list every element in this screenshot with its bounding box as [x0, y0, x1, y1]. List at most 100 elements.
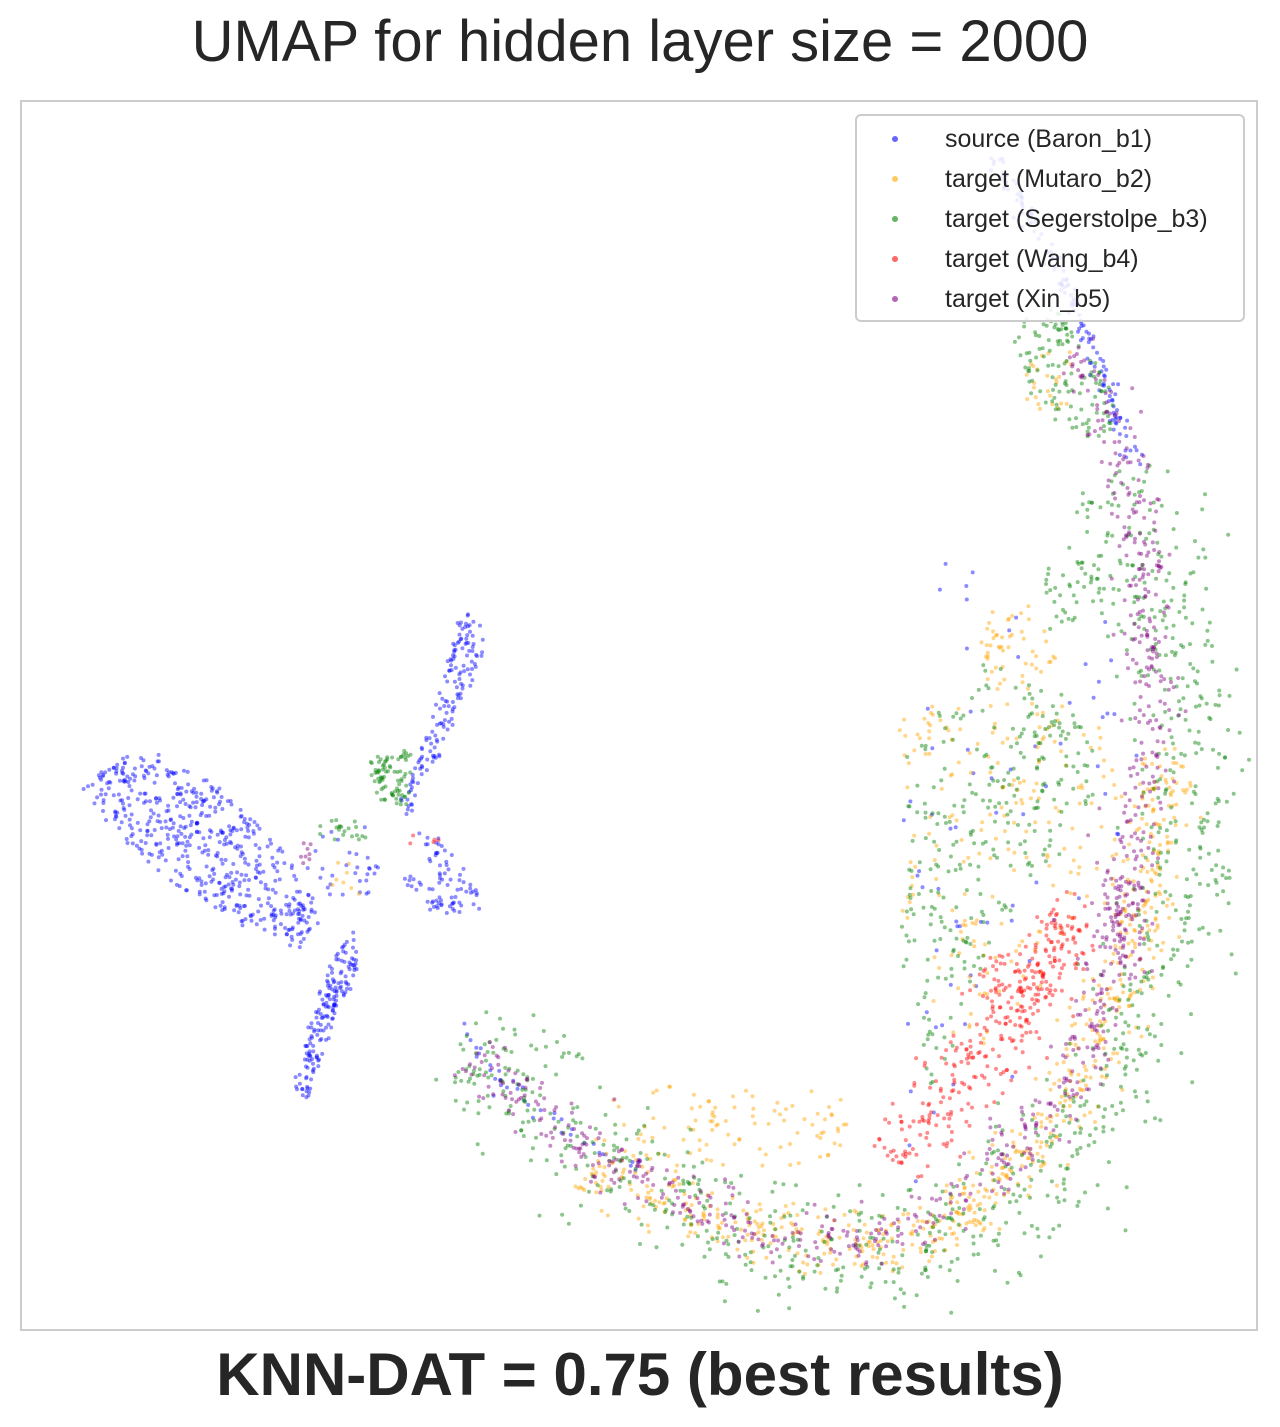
scatter-point: [796, 1230, 801, 1234]
scatter-point: [1147, 463, 1152, 468]
scatter-point: [1099, 611, 1104, 616]
scatter-point: [461, 880, 466, 885]
scatter-point: [1008, 1019, 1013, 1024]
scatter-point: [819, 1229, 824, 1234]
scatter-point: [1091, 948, 1096, 953]
scatter-point: [306, 1025, 311, 1030]
scatter-point: [1097, 382, 1102, 387]
scatter-point: [651, 1090, 656, 1095]
scatter-point: [670, 1180, 675, 1185]
scatter-point: [569, 1110, 574, 1115]
scatter-point: [450, 709, 455, 714]
scatter-point: [1064, 890, 1069, 894]
scatter-point: [710, 1119, 715, 1124]
scatter-point: [217, 802, 221, 807]
scatter-point: [1041, 735, 1046, 740]
scatter-point: [107, 779, 112, 784]
scatter-point: [1063, 321, 1068, 325]
scatter-point: [716, 1223, 721, 1228]
scatter-point: [1092, 1140, 1097, 1145]
scatter-point: [829, 1237, 834, 1242]
scatter-point: [273, 913, 278, 918]
scatter-point: [339, 989, 344, 994]
scatter-point: [1140, 562, 1145, 567]
scatter-point: [936, 890, 941, 895]
scatter-point: [1049, 720, 1054, 725]
scatter-point: [431, 753, 435, 758]
scatter-point: [984, 752, 989, 757]
scatter-point: [272, 865, 277, 870]
scatter-point: [1048, 838, 1053, 843]
scatter-point: [1119, 480, 1124, 485]
scatter-point: [1066, 339, 1071, 344]
scatter-point: [938, 1089, 943, 1093]
scatter-point: [1018, 750, 1023, 755]
scatter-point: [1075, 1091, 1080, 1096]
scatter-point: [1116, 622, 1121, 627]
scatter-point: [531, 1013, 536, 1018]
scatter-point: [838, 1278, 843, 1283]
scatter-point: [835, 1126, 840, 1131]
scatter-point: [1150, 921, 1155, 926]
scatter-point: [300, 1093, 305, 1098]
scatter-point: [435, 739, 440, 744]
scatter-point: [405, 797, 410, 802]
scatter-point: [1200, 925, 1205, 930]
scatter-point: [794, 1183, 798, 1188]
scatter-point: [1056, 780, 1061, 785]
scatter-point: [458, 872, 462, 877]
scatter-point: [298, 931, 303, 936]
scatter-point: [1133, 785, 1138, 790]
scatter-point: [1075, 1080, 1080, 1085]
scatter-point: [1098, 1005, 1103, 1010]
scatter-point: [955, 924, 960, 929]
scatter-point: [1138, 869, 1143, 874]
scatter-point: [1059, 401, 1064, 406]
scatter-point: [960, 804, 965, 809]
scatter-point: [304, 1095, 309, 1100]
scatter-point: [1167, 803, 1171, 808]
scatter-point: [949, 1259, 954, 1264]
scatter-point: [905, 915, 910, 920]
scatter-point: [113, 810, 118, 815]
scatter-point: [331, 1002, 336, 1007]
scatter-point: [1153, 785, 1158, 790]
scatter-point: [968, 1206, 973, 1211]
scatter-point: [772, 1227, 777, 1232]
scatter-point: [1133, 716, 1138, 721]
scatter-point: [1065, 1092, 1070, 1097]
scatter-point: [1036, 961, 1041, 966]
scatter-point: [228, 840, 233, 844]
scatter-point: [1073, 725, 1077, 730]
scatter-point: [1070, 1154, 1075, 1159]
scatter-point: [427, 736, 432, 741]
scatter-point: [998, 1072, 1003, 1076]
scatter-point: [247, 893, 252, 898]
scatter-point: [526, 1102, 531, 1107]
scatter-point: [1169, 805, 1174, 810]
scatter-point: [1006, 1162, 1011, 1167]
scatter-point: [459, 620, 463, 625]
scatter-point: [1068, 1079, 1073, 1084]
scatter-point: [1079, 783, 1084, 788]
scatter-point: [903, 733, 908, 738]
scatter-point: [1141, 454, 1146, 458]
scatter-point: [964, 1056, 969, 1061]
scatter-point: [1213, 801, 1218, 806]
scatter-point: [1033, 820, 1038, 825]
scatter-point: [1044, 577, 1049, 582]
scatter-point: [1114, 912, 1119, 917]
scatter-point: [431, 840, 436, 845]
scatter-point: [854, 1254, 859, 1259]
scatter-point: [1053, 926, 1058, 931]
scatter-point: [431, 899, 435, 904]
scatter-point: [942, 1213, 947, 1218]
scatter-point: [1036, 1008, 1040, 1013]
scatter-point: [726, 1242, 731, 1247]
scatter-point: [1013, 1070, 1018, 1075]
scatter-point: [929, 912, 934, 917]
scatter-point: [1111, 1051, 1116, 1056]
scatter-point: [927, 1243, 932, 1248]
scatter-point: [1200, 607, 1205, 612]
scatter-point: [341, 949, 346, 954]
